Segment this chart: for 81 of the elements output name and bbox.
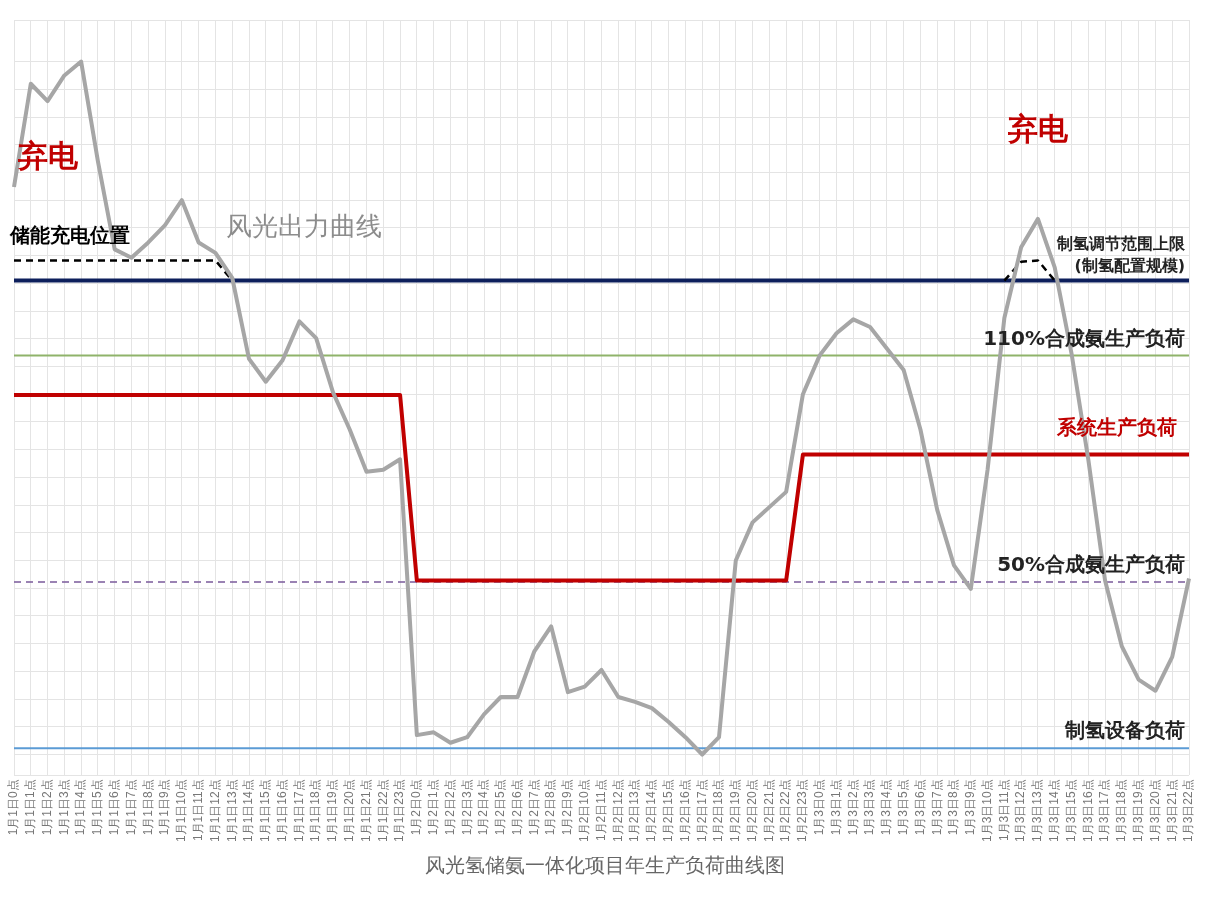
- x-tick-label: 1月3日18点: [1114, 779, 1129, 843]
- x-tick-label: 1月2日9点: [560, 779, 575, 836]
- x-tick-label: 1月3日11点: [996, 779, 1011, 842]
- x-tick-label: 1月1日13点: [224, 779, 239, 843]
- x-tick-label: 1月1日8点: [140, 779, 155, 836]
- text: 风光氢储氨一体化项目年生产负荷曲线图: [423, 852, 786, 879]
- x-tick-label: 1月1日3点: [56, 779, 71, 836]
- ref-line-label: 制氢调节范围上限 (制氢配置规模): [1056, 233, 1186, 275]
- x-tick-label: 1月3日14点: [1047, 779, 1062, 843]
- x-tick-label: 1月1日17点: [291, 779, 306, 843]
- x-tick-label: 1月1日18点: [308, 779, 323, 843]
- x-tick-label: 1月1日4点: [73, 779, 88, 836]
- x-tick-label: 1月2日14点: [644, 779, 659, 843]
- x-tick-label: 1月1日0点: [6, 779, 21, 836]
- x-tick-label: 1月3日0点: [812, 779, 827, 836]
- x-tick-label: 1月3日10点: [979, 779, 994, 843]
- x-tick-label: 1月2日0点: [409, 779, 424, 836]
- annotation: 弃电: [16, 138, 79, 174]
- x-tick-label: 1月3日15点: [1063, 779, 1078, 843]
- x-tick-label: 1月2日19点: [728, 779, 743, 843]
- x-tick-label: 1月3日21点: [1164, 779, 1179, 843]
- x-tick-label: 1月3日1点: [828, 779, 843, 836]
- x-tick-label: 1月1日1点: [23, 779, 38, 836]
- x-tick-label: 1月3日9点: [963, 779, 978, 836]
- x-tick-label: 1月1日10点: [174, 779, 189, 843]
- x-tick-label: 1月2日20点: [744, 779, 759, 843]
- x-tick-label: 1月3日4点: [879, 779, 894, 836]
- x-tick-label: 1月2日13点: [627, 779, 642, 843]
- x-tick-label: 1月1日2点: [39, 779, 54, 836]
- ref-line-label: 制氢设备负荷: [1064, 718, 1185, 743]
- x-tick-label: 1月1日16点: [274, 779, 289, 843]
- x-tick-label: 1月2日11点: [593, 779, 608, 842]
- x-tick-label: 1月3日17点: [1097, 779, 1112, 843]
- x-tick-label: 1月1日22点: [375, 779, 390, 843]
- series-label: 储能充电位置: [9, 222, 130, 247]
- x-tick-label: 1月1日9点: [157, 779, 172, 836]
- ref-line-label: 50%合成氨生产负荷: [997, 552, 1185, 577]
- x-tick-label: 1月1日12点: [207, 779, 222, 843]
- x-tick-label: 1月2日12点: [610, 779, 625, 843]
- x-tick-label: 1月2日15点: [660, 779, 675, 843]
- x-tick-label: 1月1日5点: [90, 779, 105, 836]
- x-tick-label: 1月3日8点: [946, 779, 961, 836]
- x-tick-label: 1月2日23点: [795, 779, 810, 843]
- x-tick-label: 1月2日7点: [526, 779, 541, 836]
- x-tick-label: 1月2日18点: [711, 779, 726, 843]
- x-tick-label: 1月1日21点: [358, 779, 373, 843]
- x-tick-label: 1月3日20点: [1147, 779, 1162, 843]
- x-tick-label: 1月1日23点: [392, 779, 407, 843]
- x-tick-label: 1月2日17点: [694, 779, 709, 843]
- x-tick-label: 1月2日21点: [761, 779, 776, 843]
- x-tick-label: 1月2日3点: [459, 779, 474, 836]
- x-tick-label: 1月3日19点: [1130, 779, 1145, 843]
- x-tick-label: 1月1日7点: [123, 779, 138, 836]
- x-tick-label: 1月2日22点: [778, 779, 793, 843]
- x-tick-label: 1月1日14点: [241, 779, 256, 843]
- x-tick-label: 1月1日19点: [325, 779, 340, 843]
- x-tick-label: 1月2日16点: [677, 779, 692, 843]
- x-tick-label: 1月3日3点: [862, 779, 877, 836]
- x-tick-label: 1月3日22点: [1181, 779, 1196, 843]
- annotation: 弃电: [1006, 110, 1069, 146]
- x-tick-label: 1月3日5点: [895, 779, 910, 836]
- x-tick-label: 1月3日13点: [1030, 779, 1045, 843]
- x-tick-label: 1月2日8点: [543, 779, 558, 836]
- x-tick-label: 1月3日16点: [1080, 779, 1095, 843]
- ref-line-label: 110%合成氨生产负荷: [983, 325, 1185, 350]
- x-tick-label: 1月3日2点: [845, 779, 860, 836]
- x-tick-label: 1月1日11点: [190, 779, 205, 842]
- x-tick-label: 1月3日6点: [912, 779, 927, 836]
- x-tick-label: 1月1日6点: [107, 779, 122, 836]
- x-tick-label: 1月3日12点: [1013, 779, 1028, 843]
- x-tick-label: 1月2日4点: [476, 779, 491, 836]
- series-label: 风光出力曲线: [226, 211, 383, 242]
- series-label: 系统生产负荷: [1056, 414, 1177, 439]
- x-tick-label: 1月2日5点: [493, 779, 508, 836]
- x-tick-label: 1月1日20点: [342, 779, 357, 843]
- x-tick-label: 1月2日6点: [509, 779, 524, 836]
- x-tick-label: 1月3日7点: [929, 779, 944, 836]
- x-tick-label: 1月2日2点: [442, 779, 457, 836]
- x-tick-label: 1月1日15点: [258, 779, 273, 843]
- x-tick-label: 1月2日1点: [425, 779, 440, 836]
- x-tick-label: 1月2日10点: [577, 779, 592, 843]
